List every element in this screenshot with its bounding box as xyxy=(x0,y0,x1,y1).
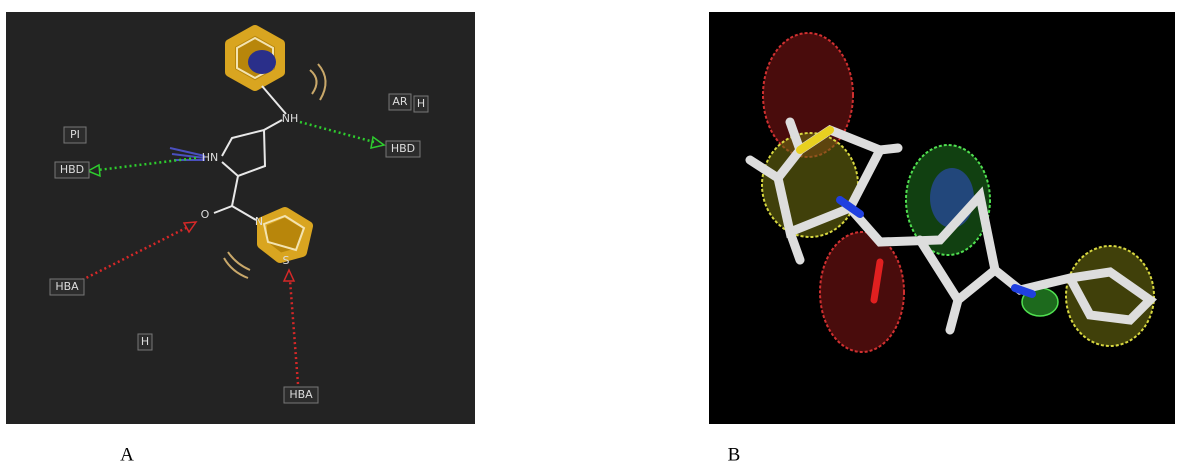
feature-label: HBA xyxy=(55,280,79,293)
panel-caption: B xyxy=(728,444,741,465)
feature-label: HBD xyxy=(60,163,84,176)
atom-label: NH xyxy=(282,112,299,125)
feature-label: AR xyxy=(392,95,408,108)
atom-label: O xyxy=(201,208,210,221)
figure: PI HBD HN NH HBD AR H O N S HBA H HBA xyxy=(0,0,1182,465)
feature-label: HBD xyxy=(391,142,415,155)
atom-label: HN xyxy=(202,151,219,164)
atom-label: S xyxy=(283,254,290,267)
nitrogen-bond xyxy=(1015,288,1032,294)
acceptor-sphere xyxy=(820,232,904,352)
feature-label: HBA xyxy=(289,388,313,401)
panel-caption: A xyxy=(120,444,134,465)
panel-b xyxy=(709,12,1175,424)
feature-label: PI xyxy=(70,128,80,141)
atom-label: N xyxy=(255,215,263,228)
panel-a: PI HBD HN NH HBD AR H O N S HBA H HBA xyxy=(6,12,475,424)
ring-sphere xyxy=(248,50,276,74)
feature-label: H xyxy=(141,335,149,348)
donor-core xyxy=(930,168,974,228)
page: PI HBD HN NH HBD AR H O N S HBA H HBA xyxy=(0,0,1182,465)
feature-label: H xyxy=(417,97,425,110)
